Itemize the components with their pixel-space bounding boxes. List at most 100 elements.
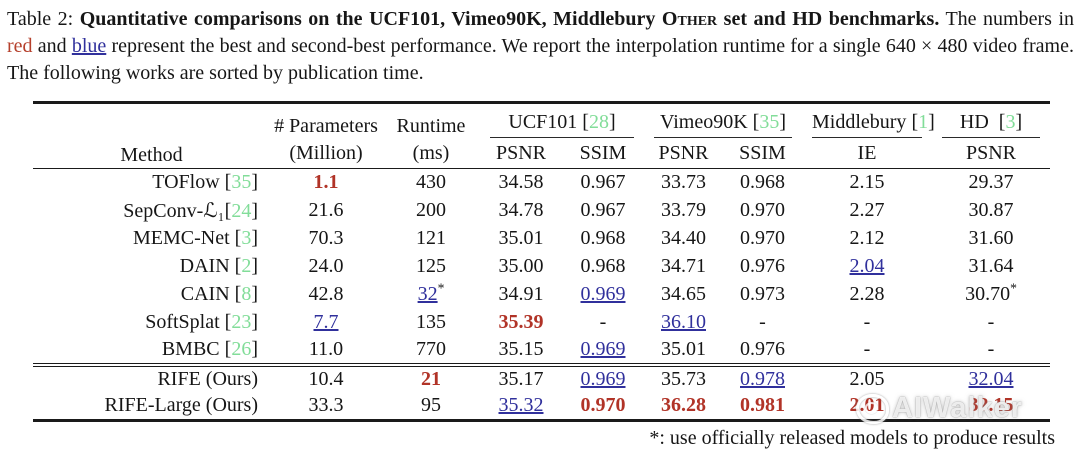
citation-link[interactable]: 26 (231, 338, 252, 360)
value-cell: 95 (421, 394, 441, 417)
value-cell: 0.967 (580, 171, 626, 194)
citation-link[interactable]: 28 (588, 111, 609, 133)
citation-link[interactable]: 8 (241, 283, 252, 305)
group-header-vimeo90k: Vimeo90K [35] (644, 103, 802, 140)
value-cell: 32.15 (968, 394, 1014, 417)
caption-smallcaps-other: Other (661, 8, 718, 30)
value-cell: - (599, 311, 607, 333)
method-column-header: Method (33, 102, 270, 169)
value-cell: 0.968 (580, 255, 626, 277)
subheader-psnr: PSNR (932, 139, 1050, 169)
citation-link[interactable]: 35 (759, 111, 780, 133)
value-cell: 34.58 (498, 171, 544, 194)
value-cell: 35.15 (480, 336, 562, 367)
table-row: DAIN [2] 24.0 125 35.00 0.968 34.71 0.976 2.04 3… (33, 253, 1050, 281)
value-cell: 135 (416, 311, 446, 333)
value-cell: 0.967 (580, 199, 626, 221)
table-row: TOFlow [35] 1.1 430 34.58 0.967 33.73 0.968 2.1… (33, 169, 1050, 197)
value-cell: 10.4 (308, 368, 344, 390)
value-cell: 121 (416, 227, 446, 249)
caption-prefix: Table 2: (7, 8, 80, 30)
value-cell: 34.78 (498, 199, 544, 221)
value-cell: 1.1 (313, 171, 339, 194)
group-header-middlebury: Middlebury [1] (802, 103, 935, 140)
group-name: HD (959, 111, 989, 133)
value-cell: - (802, 336, 932, 367)
value-cell: 34.91 (498, 283, 544, 305)
value-cell: 2.05 (849, 368, 885, 390)
value-cell: 35.39 (498, 311, 544, 333)
value-cell: 0.969 (580, 368, 626, 390)
value-cell: 2.28 (849, 283, 885, 305)
citation-link[interactable]: 35 (231, 171, 252, 194)
value-cell: 36.10 (661, 311, 706, 333)
citation-link[interactable]: 23 (231, 311, 252, 333)
value-cell: 34.71 (661, 255, 706, 277)
parameters-header-line2: (Million) (270, 139, 382, 169)
value-cell: 31.60 (968, 227, 1014, 249)
caption-text-3: represent the best and second-best perfo… (7, 35, 1074, 84)
value-cell: 70.3 (308, 227, 344, 249)
method-cell: CAIN [8] (180, 283, 258, 305)
value-cell: 35.01 (644, 336, 723, 367)
table-row: SoftSplat [23] 7.7 135 35.39 - 36.10 - - - (33, 309, 1050, 337)
caption-bold-text-2: set and HD benchmarks. (717, 8, 940, 30)
method-cell: RIFE (Ours) (157, 368, 258, 390)
group-header-ucf101: UCF101 [28] (480, 103, 644, 140)
group-header-hd: HD [3] (932, 103, 1050, 140)
value-cell: 2.15 (849, 171, 885, 194)
value-cell: 0.976 (723, 336, 802, 367)
method-cell: RIFE-Large (Ours) (104, 394, 258, 417)
value-cell: 0.970 (740, 199, 785, 221)
value-cell: 35.73 (661, 368, 706, 390)
value-cell: 2.27 (849, 199, 885, 221)
citation-link[interactable]: 3 (241, 227, 252, 249)
value-cell: 7.7 (313, 311, 339, 333)
value-cell: 21 (421, 368, 441, 390)
value-cell: 32* (417, 280, 445, 305)
subheader-psnr: PSNR (644, 139, 723, 169)
footnote-marker: * (1010, 280, 1017, 296)
value-cell: 0.968 (580, 227, 626, 249)
value-cell: 33.3 (308, 394, 344, 417)
table-row: CAIN [8] 42.8 32* 34.91 0.969 34.65 0.973 2.28 3… (33, 281, 1050, 309)
value-cell: 0.969 (580, 283, 626, 305)
value-cell: 125 (416, 255, 446, 277)
value-cell: 34.65 (661, 283, 706, 305)
citation-link[interactable]: 2 (241, 255, 252, 277)
value-cell: 2.01 (849, 394, 885, 417)
table-body: TOFlow [35] 1.1 430 34.58 0.967 33.73 0.968 2.1… (33, 169, 1050, 421)
value-cell: 0.968 (740, 171, 785, 194)
table-row: RIFE-Large (Ours) 33.3 95 35.32 0.970 36.28 0.… (33, 393, 1050, 421)
citation-link[interactable]: 24 (231, 200, 252, 222)
value-cell: 0.981 (740, 394, 785, 417)
value-cell: - (932, 336, 1050, 367)
value-cell: 33.79 (661, 199, 706, 221)
parameters-header-line1: # Parameters (274, 115, 378, 137)
value-cell: 0.970 (740, 227, 785, 249)
caption-text-2: and (32, 35, 72, 57)
value-cell: 35.32 (498, 394, 544, 417)
method-cell: SepConv-ℒ₁[24] (123, 200, 258, 222)
group-name: UCF101 (508, 111, 578, 133)
value-cell: 21.6 (308, 199, 344, 221)
subheader-ssim: SSIM (562, 139, 644, 169)
method-cell: BMBC [26] (33, 336, 270, 367)
value-cell: 31.64 (968, 255, 1014, 277)
subheader-psnr: PSNR (480, 139, 562, 169)
value-cell: 36.28 (661, 394, 706, 417)
value-cell: 200 (416, 199, 446, 221)
value-cell: 34.40 (661, 227, 706, 249)
method-cell: DAIN [2] (179, 255, 258, 277)
citation-link[interactable]: 3 (1005, 111, 1016, 133)
value-cell: 33.73 (661, 171, 706, 194)
value-cell: - (987, 311, 995, 333)
table-row: MEMC-Net [3] 70.3 121 35.01 0.968 34.40 0.970 2… (33, 225, 1050, 253)
table-header: Method # Parameters Runtime UCF101 [28] … (33, 102, 1050, 169)
value-cell: - (863, 311, 871, 333)
citation-link[interactable]: 1 (918, 111, 929, 133)
value-cell: 2.12 (849, 227, 885, 249)
method-cell: MEMC-Net [3] (132, 227, 258, 249)
value-cell: 0.969 (562, 336, 644, 367)
